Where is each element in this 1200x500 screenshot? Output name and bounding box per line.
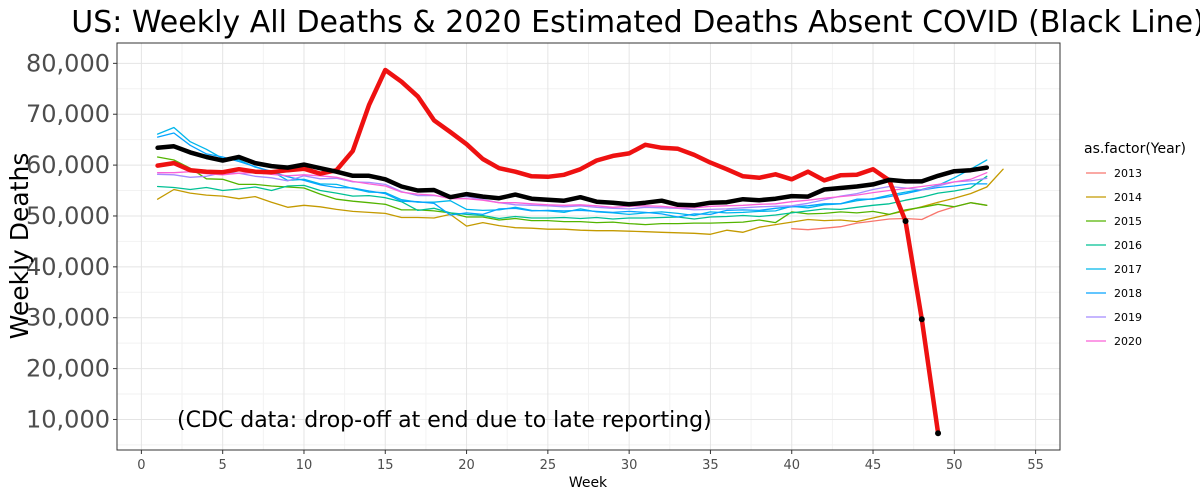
series-line-2020 (156, 171, 988, 209)
legend-label-2020: 2020 (1114, 335, 1142, 348)
minor-gridlines (117, 43, 1060, 450)
x-tick-label: 15 (377, 458, 394, 473)
series-line-2016 (156, 175, 988, 220)
x-tick-label: 55 (1027, 458, 1044, 473)
legend-title: as.factor(Year) (1084, 141, 1186, 157)
x-tick-label: 40 (783, 458, 800, 473)
legend: as.factor(Year) 2013 2014 2015 2016 2017 2018… (1084, 141, 1186, 348)
x-tick-label: 45 (865, 458, 882, 473)
markers-layer (902, 218, 942, 437)
y-tick-label: 30,000 (26, 304, 110, 332)
x-tick-label: 50 (946, 458, 963, 473)
y-tick-label: 20,000 (26, 355, 110, 383)
data-point-marker (935, 430, 942, 437)
chart-annotation: (CDC data: drop-off at end due to late r… (177, 408, 712, 433)
series-line-all-deaths (155, 67, 941, 436)
legend-label-2013: 2013 (1114, 167, 1142, 180)
legend-label-2019: 2019 (1114, 311, 1142, 324)
y-tick-label: 10,000 (26, 405, 110, 433)
y-axis-label: Weekly Deaths (5, 153, 34, 340)
x-tick-label: 10 (296, 458, 313, 473)
x-tick-label: 35 (702, 458, 719, 473)
data-point-marker (918, 316, 925, 323)
y-axis: 10,000 20,000 30,000 40,000 50,000 60,000 70,0… (26, 49, 117, 433)
legend-label-2014: 2014 (1114, 191, 1142, 204)
series-line-estimated-deaths-absent-covid (155, 144, 990, 208)
x-tick-label: 0 (137, 458, 145, 473)
x-tick-label: 30 (621, 458, 638, 473)
y-tick-label: 70,000 (26, 100, 110, 128)
legend-label-2018: 2018 (1114, 287, 1142, 300)
x-axis: 0 5 10 15 20 25 30 35 40 45 50 55 (137, 450, 1044, 473)
y-tick-label: 50,000 (26, 202, 110, 230)
series-line-2019 (156, 172, 988, 211)
x-axis-label: Week (569, 475, 608, 491)
plot-border (116, 42, 1061, 451)
y-tick-label: 60,000 (26, 151, 110, 179)
legend-label-2015: 2015 (1114, 215, 1142, 228)
data-point-marker (902, 218, 909, 225)
y-tick-label: 80,000 (26, 49, 110, 77)
x-tick-label: 20 (458, 458, 475, 473)
x-tick-label: 25 (540, 458, 557, 473)
x-tick-label: 5 (219, 458, 227, 473)
legend-label-2017: 2017 (1114, 263, 1142, 276)
series-line-2014 (156, 168, 1004, 235)
series-layer (155, 67, 1004, 436)
legend-label-2016: 2016 (1114, 239, 1142, 252)
y-tick-label: 40,000 (26, 253, 110, 281)
series-line-2015 (156, 156, 988, 226)
chart-title: US: Weekly All Deaths & 2020 Estimated D… (71, 5, 1200, 40)
